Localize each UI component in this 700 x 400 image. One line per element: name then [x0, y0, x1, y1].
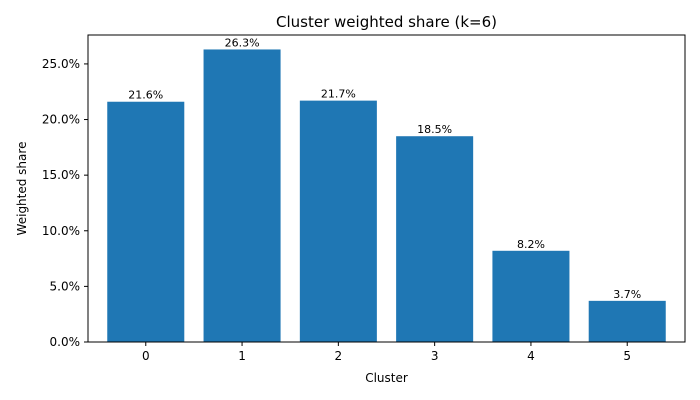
bar-cluster-2 [299, 100, 377, 343]
data-label-cluster-4: 8.2% [517, 238, 545, 251]
x-tick-label: 5 [623, 349, 631, 363]
x-axis-ticks: 0 1 2 3 4 5 [142, 342, 631, 363]
x-tick-label: 2 [335, 349, 343, 363]
x-tick-label: 0 [142, 349, 150, 363]
data-labels-group: 21.6% 26.3% 21.7% 18.5% 8.2% 3.7% [128, 36, 641, 300]
data-label-cluster-3: 18.5% [417, 123, 452, 136]
chart-title: Cluster weighted share (k=6) [276, 13, 497, 31]
y-tick-label: 20.0% [42, 113, 80, 127]
data-label-cluster-2: 21.7% [321, 88, 356, 101]
x-tick-label: 4 [527, 349, 535, 363]
y-tick-label: 15.0% [42, 168, 80, 182]
x-tick-label: 3 [431, 349, 439, 363]
bars-group [107, 49, 666, 343]
data-label-cluster-5: 3.7% [613, 288, 641, 301]
x-tick-label: 1 [238, 349, 246, 363]
bar-cluster-0 [107, 101, 185, 342]
y-tick-label: 25.0% [42, 57, 80, 71]
data-label-cluster-0: 21.6% [128, 89, 163, 102]
x-axis-label: Cluster [365, 371, 408, 385]
plot-frame [87, 34, 686, 343]
bar-cluster-1 [203, 49, 281, 342]
data-label-cluster-1: 26.3% [225, 36, 260, 49]
y-axis-ticks: 0.0% 5.0% 10.0% 15.0% 20.0% 25.0% [42, 57, 88, 349]
bar-cluster-4 [492, 250, 570, 342]
y-tick-label: 5.0% [50, 279, 81, 293]
bar-cluster-3 [396, 136, 474, 342]
y-tick-label: 10.0% [42, 224, 80, 238]
y-tick-label: 0.0% [50, 335, 81, 349]
bar-cluster-5 [588, 300, 666, 342]
y-axis-label: Weighted share [15, 142, 29, 236]
